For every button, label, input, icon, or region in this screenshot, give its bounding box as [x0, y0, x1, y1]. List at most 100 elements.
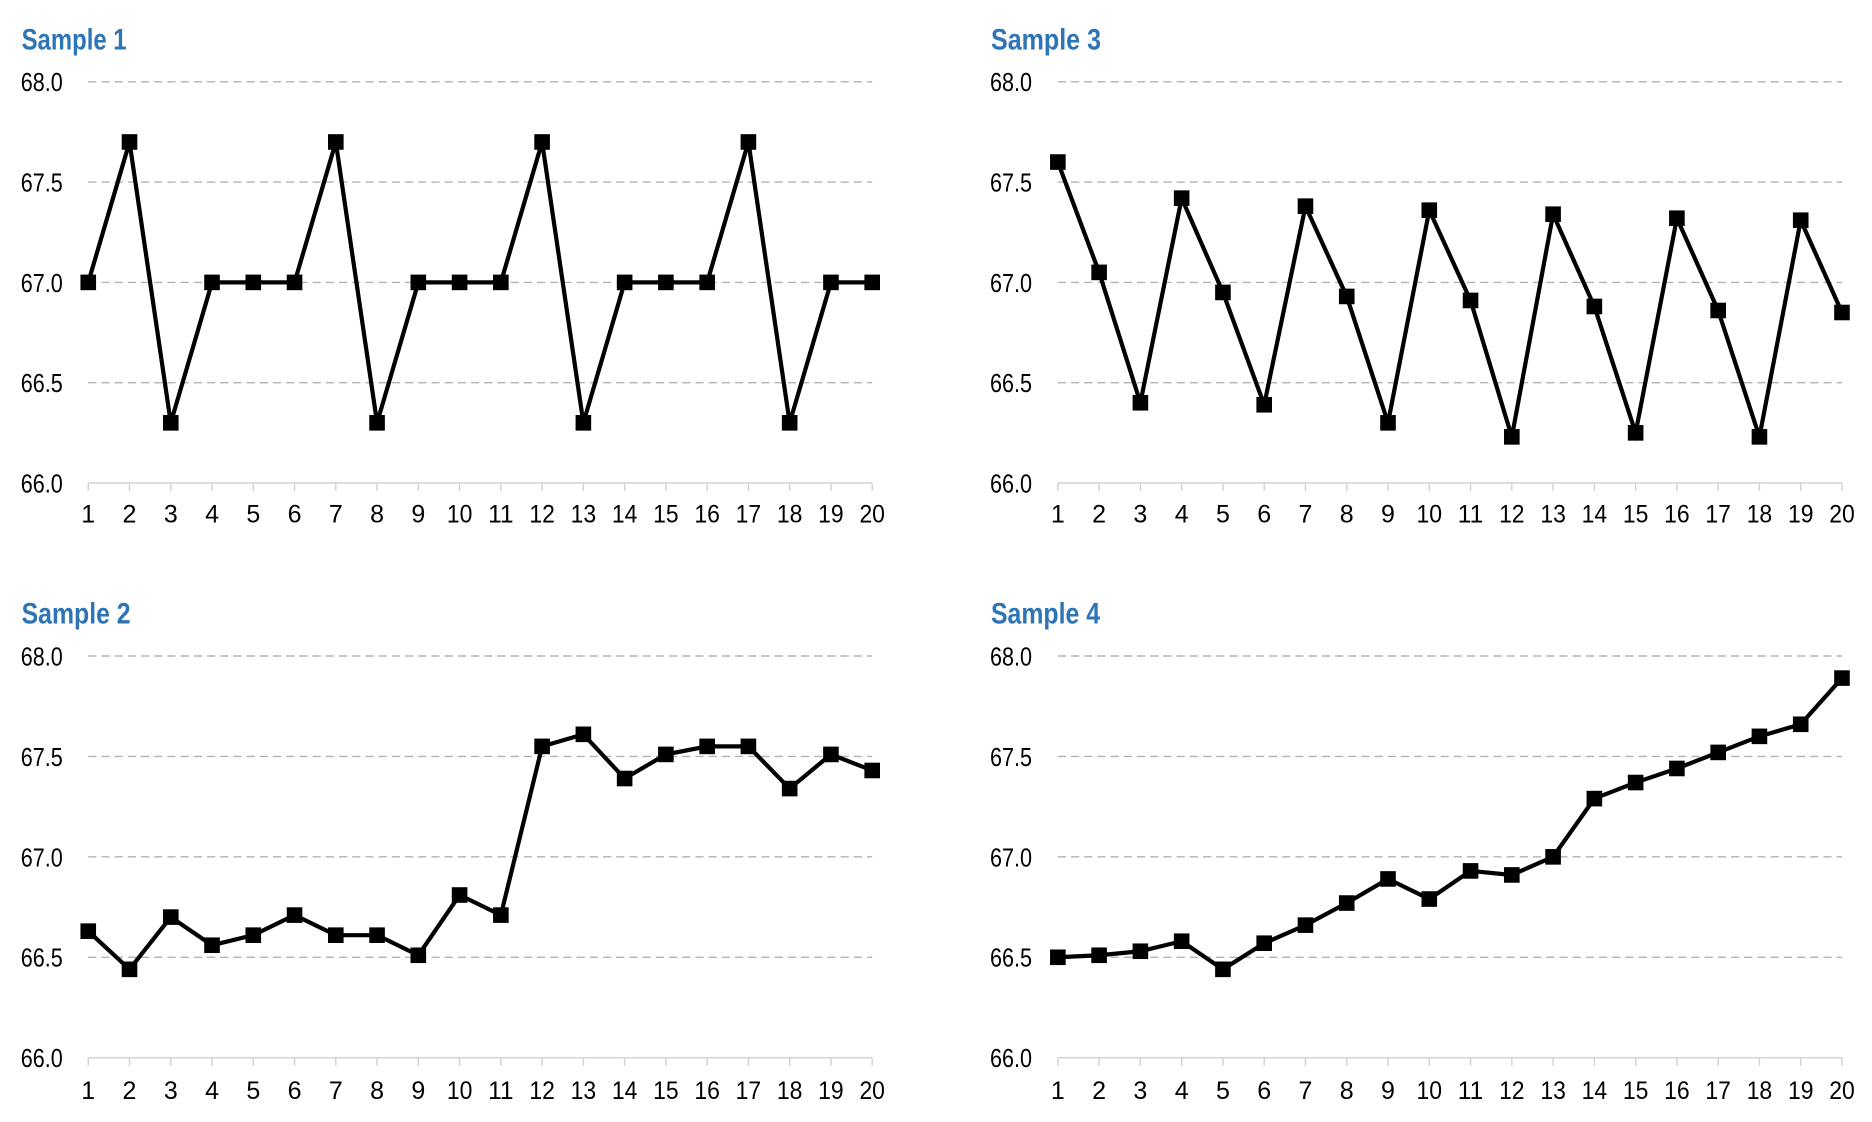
- svg-text:6: 6: [1257, 500, 1271, 528]
- svg-text:67.0: 67.0: [21, 842, 63, 872]
- svg-text:16: 16: [1664, 1077, 1690, 1105]
- svg-text:67.5: 67.5: [990, 742, 1032, 772]
- svg-text:16: 16: [694, 500, 720, 528]
- svg-text:10: 10: [1417, 500, 1443, 528]
- svg-text:5: 5: [1216, 1077, 1230, 1105]
- svg-text:1: 1: [1051, 500, 1065, 528]
- svg-text:1: 1: [81, 1077, 95, 1105]
- svg-text:20: 20: [859, 500, 885, 528]
- svg-text:6: 6: [1257, 1077, 1271, 1105]
- svg-text:66.0: 66.0: [21, 468, 63, 498]
- svg-text:14: 14: [1582, 500, 1608, 528]
- svg-text:2: 2: [123, 1077, 137, 1105]
- svg-text:68.0: 68.0: [21, 641, 63, 671]
- svg-text:67.5: 67.5: [21, 742, 63, 772]
- svg-text:4: 4: [1175, 500, 1189, 528]
- svg-text:18: 18: [1747, 500, 1773, 528]
- svg-text:12: 12: [529, 500, 555, 528]
- svg-text:Sample 4: Sample 4: [991, 598, 1100, 631]
- svg-text:5: 5: [246, 1077, 260, 1105]
- svg-text:4: 4: [1175, 1077, 1189, 1105]
- svg-text:14: 14: [1582, 1077, 1608, 1105]
- svg-text:15: 15: [653, 1077, 679, 1105]
- svg-text:13: 13: [571, 500, 597, 528]
- svg-text:13: 13: [1540, 500, 1566, 528]
- svg-text:67.0: 67.0: [990, 842, 1032, 872]
- svg-text:17: 17: [1705, 1077, 1731, 1105]
- svg-text:1: 1: [81, 500, 95, 528]
- svg-text:7: 7: [329, 500, 343, 528]
- svg-text:3: 3: [1133, 500, 1147, 528]
- svg-text:15: 15: [653, 500, 679, 528]
- svg-text:3: 3: [164, 1077, 178, 1105]
- svg-text:12: 12: [1499, 1077, 1525, 1105]
- svg-text:10: 10: [447, 500, 473, 528]
- svg-text:8: 8: [1340, 1077, 1354, 1105]
- svg-text:16: 16: [694, 1077, 720, 1105]
- svg-text:66.5: 66.5: [990, 943, 1032, 973]
- svg-text:Sample 2: Sample 2: [22, 598, 131, 631]
- svg-text:3: 3: [164, 500, 178, 528]
- svg-text:5: 5: [1216, 500, 1230, 528]
- svg-text:6: 6: [288, 500, 302, 528]
- svg-text:20: 20: [1829, 1077, 1855, 1105]
- svg-text:66.5: 66.5: [990, 368, 1032, 398]
- svg-text:16: 16: [1664, 500, 1690, 528]
- svg-text:66.0: 66.0: [990, 468, 1032, 498]
- svg-text:9: 9: [1381, 1077, 1395, 1105]
- svg-text:17: 17: [736, 1077, 762, 1105]
- svg-text:11: 11: [488, 1077, 514, 1105]
- svg-text:18: 18: [777, 500, 803, 528]
- svg-text:2: 2: [1092, 1077, 1106, 1105]
- svg-text:Sample 3: Sample 3: [991, 23, 1101, 56]
- svg-text:67.0: 67.0: [21, 268, 63, 298]
- svg-text:13: 13: [1540, 1077, 1566, 1105]
- svg-text:5: 5: [246, 500, 260, 528]
- svg-text:11: 11: [1458, 500, 1484, 528]
- svg-text:2: 2: [1092, 500, 1106, 528]
- svg-text:67.5: 67.5: [990, 168, 1032, 198]
- svg-text:9: 9: [1381, 500, 1395, 528]
- svg-text:4: 4: [205, 500, 219, 528]
- svg-text:19: 19: [1788, 1077, 1814, 1105]
- svg-text:68.0: 68.0: [990, 67, 1032, 97]
- svg-text:66.5: 66.5: [21, 943, 63, 973]
- svg-text:18: 18: [777, 1077, 803, 1105]
- svg-text:15: 15: [1623, 500, 1649, 528]
- svg-text:68.0: 68.0: [990, 641, 1032, 671]
- svg-text:4: 4: [205, 1077, 219, 1105]
- svg-text:68.0: 68.0: [21, 67, 63, 97]
- svg-text:19: 19: [818, 1077, 844, 1105]
- svg-text:66.0: 66.0: [990, 1043, 1032, 1073]
- svg-text:11: 11: [488, 500, 514, 528]
- svg-text:18: 18: [1747, 1077, 1773, 1105]
- svg-text:Sample 1: Sample 1: [22, 23, 127, 56]
- svg-text:67.5: 67.5: [21, 168, 63, 198]
- svg-text:66.5: 66.5: [21, 368, 63, 398]
- svg-text:1: 1: [1051, 1077, 1065, 1105]
- svg-text:9: 9: [411, 1077, 425, 1105]
- svg-text:9: 9: [411, 500, 425, 528]
- svg-text:10: 10: [1417, 1077, 1443, 1105]
- svg-text:12: 12: [1499, 500, 1525, 528]
- svg-text:14: 14: [612, 1077, 638, 1105]
- svg-text:17: 17: [1705, 500, 1731, 528]
- svg-text:13: 13: [571, 1077, 597, 1105]
- svg-text:15: 15: [1623, 1077, 1649, 1105]
- svg-text:3: 3: [1133, 1077, 1147, 1105]
- svg-text:7: 7: [329, 1077, 343, 1105]
- svg-text:7: 7: [1299, 500, 1313, 528]
- svg-text:19: 19: [1788, 500, 1814, 528]
- svg-text:66.0: 66.0: [21, 1043, 63, 1073]
- svg-text:10: 10: [447, 1077, 473, 1105]
- svg-text:8: 8: [370, 1077, 384, 1105]
- svg-text:19: 19: [818, 500, 844, 528]
- svg-text:8: 8: [1340, 500, 1354, 528]
- svg-text:2: 2: [123, 500, 137, 528]
- svg-text:11: 11: [1458, 1077, 1484, 1105]
- svg-text:7: 7: [1299, 1077, 1313, 1105]
- svg-text:17: 17: [736, 500, 762, 528]
- svg-text:14: 14: [612, 500, 638, 528]
- svg-text:8: 8: [370, 500, 384, 528]
- svg-text:67.0: 67.0: [990, 268, 1032, 298]
